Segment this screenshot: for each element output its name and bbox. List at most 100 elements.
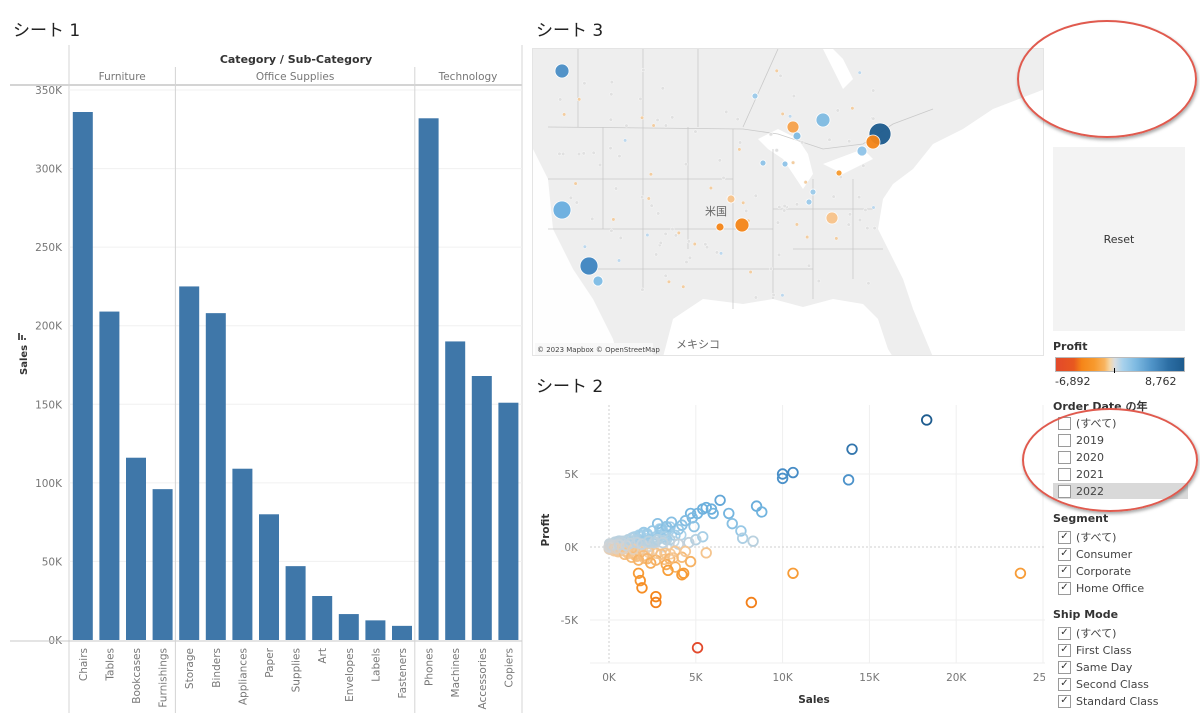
map-city-mark[interactable]	[614, 187, 618, 191]
map-city-mark[interactable]	[718, 159, 722, 163]
map-canvas[interactable]: 米国 メキシコ © 2023 Mapbox © OpenStreetMap	[533, 49, 1044, 356]
map-city-mark[interactable]	[610, 80, 614, 84]
scatter-point[interactable]	[686, 557, 696, 567]
map-city-mark[interactable]	[735, 218, 749, 232]
map-city-mark[interactable]	[659, 241, 663, 245]
map-city-mark[interactable]	[652, 124, 656, 128]
map-city-mark[interactable]	[871, 89, 875, 93]
map-city-mark[interactable]	[617, 259, 621, 263]
map-city-mark[interactable]	[864, 208, 868, 212]
filter-option[interactable]: ✓ Home Office	[1058, 580, 1188, 596]
scatter-point[interactable]	[847, 444, 857, 454]
map-city-mark[interactable]	[667, 280, 671, 284]
map-city-mark[interactable]	[788, 114, 792, 118]
map-city-mark[interactable]	[754, 194, 758, 198]
checkbox-checked-icon[interactable]: ✓	[1058, 644, 1071, 657]
map-city-mark[interactable]	[826, 212, 838, 224]
map-city-mark[interactable]	[866, 226, 870, 230]
map-city-mark[interactable]	[561, 152, 565, 156]
map-city-mark[interactable]	[610, 92, 614, 96]
map-city-mark[interactable]	[862, 164, 866, 168]
scatter-point[interactable]	[788, 468, 798, 478]
map-city-mark[interactable]	[590, 217, 594, 221]
map-city-mark[interactable]	[779, 74, 783, 78]
map-city-mark[interactable]	[836, 170, 842, 176]
map-city-mark[interactable]	[754, 296, 758, 300]
map-city-mark[interactable]	[684, 162, 688, 166]
map-city-mark[interactable]	[640, 116, 644, 120]
bar-tables[interactable]	[99, 312, 119, 640]
map-city-mark[interactable]	[593, 276, 603, 286]
map-city-mark[interactable]	[583, 245, 587, 249]
filter-option[interactable]: ✓ Second Class	[1058, 676, 1188, 692]
map-city-mark[interactable]	[817, 279, 821, 283]
map-city-mark[interactable]	[558, 98, 562, 102]
map-city-mark[interactable]	[873, 226, 877, 230]
map-city-mark[interactable]	[805, 235, 809, 239]
map-city-mark[interactable]	[791, 161, 795, 165]
map-city-mark[interactable]	[664, 124, 668, 128]
filter-option[interactable]: ✓ First Class	[1058, 642, 1188, 658]
checkbox-checked-icon[interactable]: ✓	[1058, 582, 1071, 595]
map-city-mark[interactable]	[727, 195, 735, 203]
map-city-mark[interactable]	[778, 205, 782, 209]
scatter-point[interactable]	[752, 501, 762, 511]
bar-envelopes[interactable]	[339, 614, 359, 640]
map-city-mark[interactable]	[738, 148, 742, 152]
map-city-mark[interactable]	[848, 213, 852, 217]
scatter-point[interactable]	[788, 568, 798, 578]
scatter-point[interactable]	[651, 598, 661, 608]
checkbox-checked-icon[interactable]: ✓	[1058, 678, 1071, 691]
map-city-mark[interactable]	[555, 64, 569, 78]
map-city-mark[interactable]	[562, 113, 566, 117]
map-city-mark[interactable]	[670, 116, 674, 120]
map-city-mark[interactable]	[688, 256, 692, 260]
map-city-mark[interactable]	[857, 146, 867, 156]
checkbox-checked-icon[interactable]: ✓	[1058, 661, 1071, 674]
map-city-mark[interactable]	[744, 209, 748, 213]
map-city-mark[interactable]	[847, 223, 851, 227]
checkbox-checked-icon[interactable]: ✓	[1058, 695, 1071, 708]
map-city-mark[interactable]	[801, 141, 805, 145]
map-city-mark[interactable]	[749, 270, 753, 274]
map-city-mark[interactable]	[577, 98, 581, 102]
map-city-mark[interactable]	[738, 141, 742, 145]
map-city-mark[interactable]	[582, 152, 586, 156]
scatter-point[interactable]	[844, 475, 854, 485]
map-city-mark[interactable]	[592, 151, 596, 155]
map-city-mark[interactable]	[866, 135, 880, 149]
scatter-point[interactable]	[922, 415, 932, 425]
checkbox-checked-icon[interactable]: ✓	[1058, 531, 1071, 544]
map-city-mark[interactable]	[553, 201, 571, 219]
scatter-point[interactable]	[724, 509, 734, 519]
map-city-mark[interactable]	[835, 237, 839, 241]
map-city-mark[interactable]	[639, 97, 643, 101]
filter-option[interactable]: ✓ Consumer	[1058, 546, 1188, 562]
scatter-point[interactable]	[701, 548, 711, 558]
map-city-mark[interactable]	[609, 146, 613, 150]
scatter-point[interactable]	[727, 519, 737, 529]
bar-fasteners[interactable]	[392, 626, 412, 640]
map-city-mark[interactable]	[685, 260, 689, 264]
map-city-mark[interactable]	[709, 186, 713, 190]
map-city-mark[interactable]	[598, 163, 602, 167]
map-city-mark[interactable]	[795, 203, 799, 207]
map-city-mark[interactable]	[722, 176, 726, 180]
map-city-mark[interactable]	[580, 257, 598, 275]
bar-binders[interactable]	[206, 313, 226, 640]
bar-art[interactable]	[312, 596, 332, 640]
map-city-mark[interactable]	[719, 252, 723, 256]
sort-icon[interactable]	[18, 333, 26, 340]
map-city-mark[interactable]	[807, 264, 811, 268]
bar-bookcases[interactable]	[126, 458, 146, 640]
map-city-mark[interactable]	[872, 117, 876, 121]
filter-option[interactable]: ✓ (すべて)	[1058, 625, 1188, 641]
bar-appliances[interactable]	[232, 469, 252, 640]
checkbox-checked-icon[interactable]: ✓	[1058, 548, 1071, 561]
map-city-mark[interactable]	[736, 117, 740, 121]
map-city-mark[interactable]	[569, 196, 573, 200]
bar-paper[interactable]	[259, 514, 279, 640]
map-city-mark[interactable]	[828, 138, 832, 142]
map-attribution[interactable]: © 2023 Mapbox © OpenStreetMap	[537, 346, 660, 354]
map-city-mark[interactable]	[618, 154, 622, 158]
